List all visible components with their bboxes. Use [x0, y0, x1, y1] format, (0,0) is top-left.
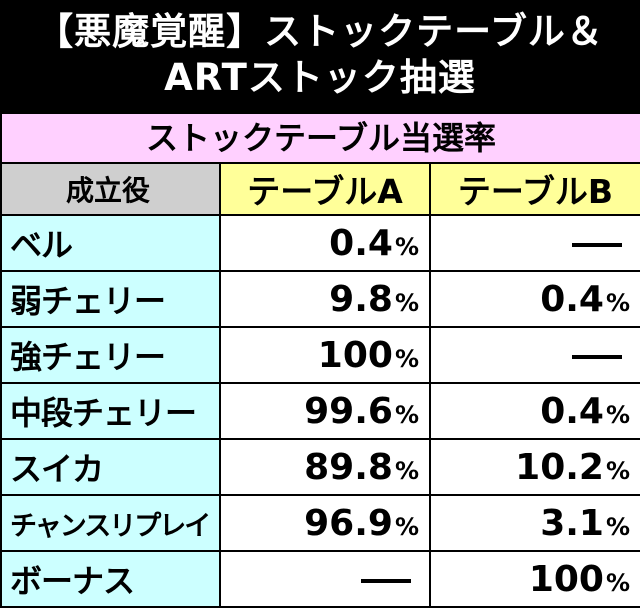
percent-sign: %	[605, 288, 631, 317]
value-number: 3.1	[540, 502, 604, 544]
table-subtitle: ストックテーブル当選率	[0, 112, 640, 164]
value-number: 9.8	[329, 278, 393, 320]
subtitle-row: ストックテーブル当選率	[0, 112, 640, 164]
table-a-value: 99.6%	[219, 382, 431, 440]
dash	[361, 578, 411, 583]
table-a-value: 89.8%	[219, 438, 431, 496]
role-label: 弱チェリー	[0, 270, 221, 328]
table-a-value: 96.9%	[219, 494, 431, 552]
value-number: 0.4	[329, 222, 393, 264]
table-row: 中段チェリー 99.6% 0.4%	[0, 382, 640, 440]
table-a-value	[219, 550, 431, 608]
role-label: ベル	[0, 214, 221, 272]
header-role: 成立役	[0, 162, 221, 216]
role-label: ボーナス	[0, 550, 221, 608]
header-table-b: テーブルB	[428, 162, 640, 216]
title-line-1: 【悪魔覚醒】ストックテーブル＆	[36, 10, 604, 53]
percent-sign: %	[394, 232, 419, 261]
table-row: ベル 0.4%	[0, 214, 640, 272]
table-row: 弱チェリー 9.8% 0.4%	[0, 270, 640, 328]
value-number: 100	[528, 558, 604, 600]
table-row: スイカ 89.8% 10.2%	[0, 438, 640, 496]
table-row: チャンスリプレイ 96.9% 3.1%	[0, 494, 640, 552]
percent-sign: %	[394, 400, 419, 429]
percent-sign: %	[605, 568, 631, 597]
percent-sign: %	[394, 456, 419, 485]
value-number: 0.4	[540, 390, 604, 432]
percent-sign: %	[605, 512, 631, 541]
title-line-2: ARTストック抽選	[164, 56, 476, 99]
percent-sign: %	[605, 456, 631, 485]
table-b-value	[428, 214, 640, 272]
page-title: 【悪魔覚醒】ストックテーブル＆ ARTストック抽選	[0, 0, 640, 110]
value-number: 99.6	[304, 390, 393, 432]
table-b-value: 0.4%	[428, 270, 640, 328]
value-number: 96.9	[304, 502, 393, 544]
role-label: 強チェリー	[0, 326, 221, 384]
percent-sign: %	[394, 288, 419, 317]
dash	[572, 242, 623, 247]
percent-sign: %	[605, 400, 631, 429]
stock-table: ストックテーブル当選率 成立役 テーブルA テーブルB ベル 0.4% 弱チェリー 9…	[0, 112, 640, 608]
percent-sign: %	[394, 344, 419, 373]
dash	[572, 354, 623, 359]
table-a-value: 0.4%	[219, 214, 431, 272]
table-b-value: 3.1%	[428, 494, 640, 552]
value-number: 89.8	[304, 446, 393, 488]
role-label: スイカ	[0, 438, 221, 496]
stock-table-body: ストックテーブル当選率 成立役 テーブルA テーブルB ベル 0.4% 弱チェリー 9…	[0, 112, 640, 608]
table-row: ボーナス 100%	[0, 550, 640, 608]
percent-sign: %	[394, 512, 419, 541]
role-label: 中段チェリー	[0, 382, 221, 440]
table-b-value: 100%	[428, 550, 640, 608]
header-row: 成立役 テーブルA テーブルB	[0, 162, 640, 216]
table-a-value: 9.8%	[219, 270, 431, 328]
header-table-a: テーブルA	[219, 162, 431, 216]
table-b-value: 10.2%	[428, 438, 640, 496]
value-number: 100	[317, 334, 393, 376]
value-number: 0.4	[540, 278, 604, 320]
table-b-value: 0.4%	[428, 382, 640, 440]
value-number: 10.2	[515, 446, 604, 488]
table-b-value	[428, 326, 640, 384]
table-row: 強チェリー 100%	[0, 326, 640, 384]
table-a-value: 100%	[219, 326, 431, 384]
role-label: チャンスリプレイ	[0, 494, 221, 552]
